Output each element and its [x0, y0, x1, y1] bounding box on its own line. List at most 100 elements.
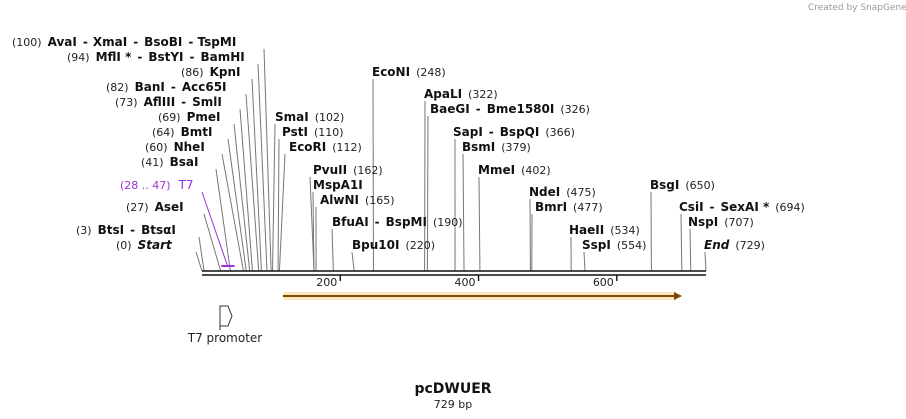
enzyme-name: BsaI	[170, 155, 199, 169]
site-separator: -	[190, 50, 195, 64]
site-label: NdeI (475)	[529, 185, 596, 199]
site-label: BfuAI - BspMI (190)	[332, 215, 463, 229]
enzyme-name: Bme1580I	[487, 102, 555, 116]
enzyme-name: MflI *	[96, 50, 132, 64]
site-position: (3)	[76, 224, 92, 237]
site-position: (102)	[315, 111, 345, 124]
enzyme-name: Bpu10I	[352, 238, 399, 252]
enzyme-name: SspI	[582, 238, 611, 252]
primer-name: T7	[178, 178, 194, 192]
site-label: (64) BmtI	[152, 125, 212, 139]
site-label: BaeGI - Bme1580I (326)	[430, 102, 590, 116]
site-connector	[195, 251, 203, 272]
site-position: (165)	[365, 194, 395, 207]
site-position: (707)	[724, 216, 754, 229]
enzyme-name: BsoBI	[144, 35, 182, 49]
site-position: (477)	[573, 201, 603, 214]
site-label: BsgI (650)	[650, 178, 715, 192]
enzyme-name: HaeII	[569, 223, 604, 237]
enzyme-name: MmeI	[478, 163, 515, 177]
enzyme-name: NspI	[688, 215, 718, 229]
enzyme-name: AflIII	[144, 95, 176, 109]
site-position: (554)	[617, 239, 647, 252]
site-label: SapI - BspQI (366)	[453, 125, 575, 139]
site-position: (322)	[468, 88, 498, 101]
site-label: (0) Start	[116, 238, 173, 252]
site-label: ApaLI (322)	[424, 87, 498, 101]
enzyme-name: BtsI	[98, 223, 125, 237]
site-label: (27) AseI	[126, 200, 184, 214]
enzyme-name: BspMI	[386, 215, 427, 229]
site-connector	[203, 213, 222, 272]
enzyme-name: SmaI	[275, 110, 309, 124]
site-label: (60) NheI	[145, 140, 205, 154]
site-label: End (729)	[704, 238, 765, 252]
site-separator: -	[375, 215, 380, 229]
enzyme-name: BaeGI	[430, 102, 470, 116]
site-connector	[221, 153, 244, 272]
enzyme-name: BspQI	[500, 125, 540, 139]
site-label: (82) BanI - Acc65I	[106, 80, 227, 94]
site-label: (100) AvaI - XmaI - BsoBI - TspMI	[12, 35, 236, 49]
site-connector	[198, 236, 205, 272]
site-label: CsiI - SexAI * (694)	[679, 200, 805, 214]
site-label: BmrI (477)	[535, 200, 603, 214]
site-position: (650)	[685, 179, 715, 192]
promoter-icon	[219, 305, 233, 327]
enzyme-name: BtsαI	[141, 223, 176, 237]
site-separator: -	[188, 35, 193, 49]
site-label: (73) AflIII - SmlI	[115, 95, 222, 109]
site-position: (110)	[314, 126, 344, 139]
site-label: MmeI (402)	[478, 163, 551, 177]
site-connector	[215, 168, 231, 272]
site-separator: -	[130, 223, 135, 237]
orf-arrow-head	[674, 292, 682, 300]
enzyme-name: End	[704, 238, 730, 252]
enzyme-name: Start	[138, 238, 173, 252]
site-connector	[233, 123, 251, 272]
plasmid-length: 729 bp	[434, 398, 472, 411]
site-position: (190)	[433, 216, 463, 229]
site-label: (69) PmeI	[158, 110, 221, 124]
site-position: (534)	[610, 224, 640, 237]
site-connector	[704, 251, 707, 272]
enzyme-name: BsmI	[462, 140, 495, 154]
site-connector	[680, 213, 683, 272]
site-position: (41)	[141, 156, 164, 169]
enzyme-name: KpnI	[210, 65, 241, 79]
site-connector	[351, 251, 355, 272]
ruler-tick-label: 400	[455, 276, 476, 289]
enzyme-name: NdeI	[529, 185, 560, 199]
site-labels: (100) AvaI - XmaI - BsoBI - TspMI(94) MflI * - Bst…	[12, 35, 805, 252]
enzyme-name: PmeI	[187, 110, 221, 124]
site-separator: -	[137, 50, 142, 64]
site-position: (379)	[501, 141, 531, 154]
site-label: SmaI (102)	[275, 110, 344, 124]
enzyme-name: CsiI	[679, 200, 704, 214]
site-connector	[278, 153, 286, 272]
site-separator: -	[489, 125, 494, 139]
promoter-label: T7 promoter	[187, 331, 263, 345]
site-label: PvuII (162)	[313, 163, 383, 177]
site-connector	[277, 138, 280, 272]
site-label: NspI (707)	[688, 215, 754, 229]
enzyme-name: XmaI	[93, 35, 127, 49]
site-connector	[331, 228, 334, 272]
enzyme-name: TspMI	[198, 35, 237, 49]
site-label: (3) BtsI - BtsαI	[76, 223, 176, 237]
site-label: MspA1I	[313, 178, 363, 192]
site-connector	[257, 63, 268, 272]
enzyme-name: BamHI	[201, 50, 245, 64]
site-position: (326)	[560, 103, 590, 116]
enzyme-name: Acc65I	[182, 80, 227, 94]
site-position: (27)	[126, 201, 149, 214]
site-separator: -	[710, 200, 715, 214]
site-connector	[272, 123, 276, 272]
site-position: (60)	[145, 141, 168, 154]
site-separator: -	[171, 80, 176, 94]
site-connector	[689, 228, 692, 272]
enzyme-name: EcoRI	[289, 140, 326, 154]
enzyme-name: NheI	[174, 140, 205, 154]
site-position: (729)	[735, 239, 765, 252]
site-position: (100)	[12, 36, 42, 49]
